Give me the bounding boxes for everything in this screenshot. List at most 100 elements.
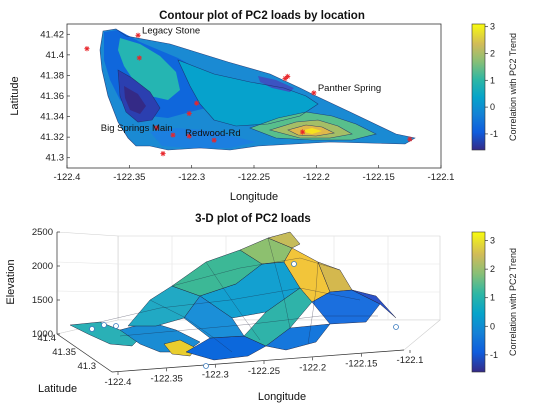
contour-line-3	[117, 69, 161, 123]
surface-patch-peak-2	[267, 231, 301, 249]
contour-line-5	[268, 119, 353, 139]
contour-ytick-label: 41.38	[40, 70, 64, 81]
colorbar-1-label: Correlation with PC2 Trend	[508, 33, 518, 141]
grid-z-left-2	[56, 261, 119, 265]
surface-xtick-label: -122.4	[105, 377, 132, 388]
contour-ytick-label: 41.34	[40, 112, 64, 123]
mesh-line-5	[99, 287, 361, 323]
surface-point-5	[393, 324, 399, 330]
mesh-line-6	[119, 315, 378, 337]
colorbar-tick-label: 0	[490, 102, 495, 112]
surface-xtick-label: -122.25	[248, 366, 280, 377]
surface-ztick-label: 1000	[32, 329, 53, 340]
colorbar-tick-label: 2	[490, 48, 495, 58]
site-marker	[211, 137, 217, 143]
contour-marks: -122.4 -122.35 -122.3 -122.25 -122.2 -122.15 -…	[40, 25, 454, 183]
colorbar-tick-label: 1	[490, 293, 495, 303]
surface-title: 3-D plot of PC2 loads	[195, 213, 311, 225]
site-label: Legacy Stone	[142, 25, 200, 36]
site-label: Redwood-Rd	[185, 128, 240, 139]
site-marker	[136, 55, 142, 61]
colorbar-tick-label: 2	[490, 264, 495, 274]
mesh-line-7	[171, 257, 341, 287]
surface-xlabel: Longitude	[258, 391, 306, 403]
surface-xtick-label: -122.1	[397, 355, 424, 366]
contour-xtick-label: -122.4	[54, 172, 81, 183]
contour-ytick-label: 41.3	[46, 153, 65, 164]
mesh-line-3	[267, 237, 291, 329]
contour-title: Contour plot of PC2 loads by location	[159, 10, 365, 22]
y-axis-line	[56, 333, 113, 373]
contour-chart: Contour plot of PC2 loads by location	[9, 10, 518, 203]
surface-ylabel: Latitude	[38, 383, 77, 395]
contour-xtick-label: -122.3	[178, 172, 205, 183]
surface-point-2	[101, 322, 107, 328]
surface-ytick-label: 41.35	[52, 347, 76, 358]
contour-line-6	[287, 124, 335, 137]
contour-line-2	[177, 59, 319, 127]
surface-ytick-label: 41.3	[78, 361, 97, 372]
site-marker	[407, 136, 413, 142]
contour-xlabel: Longitude	[230, 191, 278, 203]
site-label: Panther Spring	[318, 83, 381, 94]
contour-level-ridge	[258, 76, 294, 92]
surface-patch-center-front-2	[265, 323, 331, 351]
surface-ztick-label: 2000	[32, 261, 53, 272]
contour-ytick-label: 41.42	[40, 29, 64, 40]
site-label: Big Springs Main	[101, 123, 173, 134]
contour-level-cyan	[118, 38, 180, 100]
surface-point-6	[203, 363, 209, 369]
contour-level-mid	[178, 60, 318, 126]
surface-xtick-label: -122.15	[345, 359, 377, 370]
contour-xtick-label: -122.2	[303, 172, 330, 183]
contour-ylabel: Latitude	[9, 76, 21, 115]
mesh-line-4	[307, 261, 319, 345]
colorbar-tick-label: 3	[490, 236, 495, 246]
site-marker	[186, 110, 192, 117]
contour-line-1	[99, 28, 416, 151]
mesh-line-2	[205, 261, 261, 341]
contour-xtick-label: -122.35	[113, 172, 145, 183]
contour-level-south	[150, 128, 256, 148]
surface-xtick-label: -122.3	[202, 370, 229, 381]
left-wall	[56, 231, 119, 335]
colorbar-2	[471, 231, 486, 373]
contour-level-deepest	[124, 86, 146, 114]
site-marker	[311, 90, 317, 96]
site-marker	[84, 46, 90, 52]
colorbar-1-ticks: -1 0 1 2 3	[485, 22, 498, 139]
mesh-line-1	[149, 299, 233, 353]
surface-xtick-label: -122.2	[299, 362, 326, 373]
colorbar-tick-label: 0	[490, 321, 495, 331]
x-axis-line	[111, 349, 405, 373]
contour-fill	[99, 28, 416, 151]
contour-xtick-label: -122.25	[238, 172, 270, 183]
colorbar-tick-label: -1	[490, 350, 498, 360]
colorbar-1	[471, 23, 486, 151]
surface-ztick-label: 2500	[32, 227, 53, 238]
surface-ticks: 1000 1500 2000 2500 -122.4 -122.35 -122.3 -122.…	[32, 227, 424, 388]
site-marker	[300, 129, 306, 135]
site-marker	[154, 125, 160, 131]
contour-level-peak	[300, 128, 322, 134]
contour-line-4	[249, 111, 377, 141]
site-marker	[170, 132, 176, 138]
contour-xtick-label: -122.1	[428, 172, 455, 183]
site-marker	[186, 133, 192, 139]
surface-ytick-label: 41.4	[38, 333, 57, 344]
surface-point-3	[113, 323, 119, 329]
contour-ytick-label: 41.4	[46, 50, 65, 61]
colorbar-tick-label: -1	[490, 129, 498, 139]
surface-points	[89, 261, 399, 369]
surface-point-4	[291, 261, 297, 267]
site-marker	[194, 100, 200, 106]
surface-ztick-label: 1500	[32, 295, 53, 306]
colorbar-2-ticks: -1 0 1 2 3	[485, 236, 498, 360]
site-marker	[285, 73, 291, 80]
colorbar-tick-label: 1	[490, 75, 495, 85]
colorbar-tick-label: 3	[490, 22, 495, 32]
site-marker	[135, 32, 141, 38]
surface-xtick-label: -122.35	[151, 373, 183, 384]
surface-point-1	[89, 326, 95, 332]
